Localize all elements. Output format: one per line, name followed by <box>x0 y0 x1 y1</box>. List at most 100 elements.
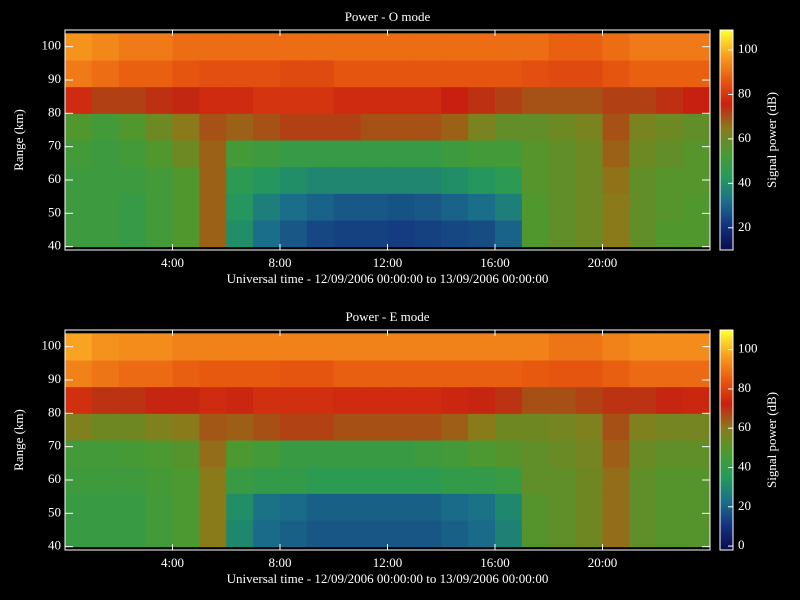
colorbar-tick-label: 80 <box>738 380 751 395</box>
heatmap-cell <box>118 33 147 61</box>
colorbar-swatch <box>720 150 733 153</box>
heatmap-cell <box>145 113 173 141</box>
y-tick-label: 50 <box>48 504 61 519</box>
heatmap-cell <box>575 86 603 114</box>
heatmap-cell <box>91 413 120 441</box>
colorbar-swatch <box>720 182 733 185</box>
heatmap-cell <box>226 360 254 388</box>
heatmap-cell <box>629 60 657 88</box>
colorbar-swatch <box>720 538 733 541</box>
heatmap-cell <box>118 220 147 248</box>
colorbar-swatch <box>720 468 733 471</box>
heatmap-cell <box>333 60 362 88</box>
heatmap-cell <box>521 86 550 114</box>
colorbar-swatch <box>720 224 733 227</box>
colorbar-swatch <box>720 474 733 477</box>
y-tick-label: 40 <box>48 238 61 253</box>
heatmap-cell <box>199 493 227 521</box>
heatmap-cell <box>468 220 496 248</box>
colorbar-swatch <box>720 62 733 65</box>
heatmap-cell <box>602 60 630 88</box>
y-tick-label: 90 <box>48 371 61 386</box>
heatmap-cell <box>683 60 711 88</box>
x-tick-label: 4:00 <box>161 255 184 270</box>
heatmap-cell <box>360 520 388 548</box>
heatmap-cell <box>656 520 684 548</box>
heatmap-cell <box>602 140 630 168</box>
colorbar-swatch <box>720 346 733 349</box>
colorbar-swatch <box>720 404 733 407</box>
heatmap-cell <box>683 493 711 521</box>
heatmap-cell <box>333 86 362 114</box>
heatmap-cell <box>65 493 93 521</box>
x-tick-label: 20:00 <box>588 555 618 570</box>
colorbar-swatch <box>720 164 733 167</box>
heatmap-cell <box>172 86 200 114</box>
heatmap-cell <box>145 386 173 414</box>
colorbar-swatch <box>720 158 733 161</box>
heatmap-cell <box>683 360 711 388</box>
colorbar-swatch <box>720 188 733 191</box>
colorbar-swatch <box>720 378 733 381</box>
heatmap-cell <box>253 193 281 221</box>
colorbar-swatch <box>720 424 733 427</box>
heatmap-cell <box>495 193 523 221</box>
colorbar-swatch <box>720 96 733 99</box>
heatmap-cell <box>145 520 173 548</box>
heatmap-cell <box>226 440 254 468</box>
heatmap-cell <box>199 33 227 61</box>
heatmap-cell <box>333 360 362 388</box>
heatmap-cell <box>253 466 281 494</box>
colorbar-swatch <box>720 192 733 195</box>
colorbar-swatch <box>720 440 733 443</box>
colorbar-swatch <box>720 460 733 463</box>
colorbar-swatch <box>720 190 733 193</box>
heatmap-cell <box>226 413 254 441</box>
heatmap-cell <box>226 386 254 414</box>
heatmap-cell <box>360 166 388 194</box>
heatmap-cell <box>468 193 496 221</box>
heatmap-cell <box>521 220 550 248</box>
colorbar-swatch <box>720 490 733 493</box>
heatmap-cell <box>226 86 254 114</box>
heatmap-cell <box>441 193 469 221</box>
colorbar-swatch <box>720 236 733 239</box>
heatmap-cell <box>656 193 684 221</box>
heatmap-cell <box>253 86 281 114</box>
heatmap-cell <box>414 386 442 414</box>
heatmap-cell <box>387 33 415 61</box>
heatmap-cell <box>441 440 469 468</box>
colorbar-swatch <box>720 140 733 143</box>
heatmap-cell <box>548 140 577 168</box>
heatmap-cell <box>306 466 335 494</box>
colorbar-swatch <box>720 338 733 341</box>
heatmap-cell <box>306 520 335 548</box>
heatmap-cell <box>360 440 388 468</box>
heatmap-cell <box>280 440 308 468</box>
heatmap-cell <box>145 493 173 521</box>
heatmap-cell <box>199 140 227 168</box>
heatmap-cell <box>495 60 523 88</box>
heatmap-cell <box>495 520 523 548</box>
colorbar-swatch <box>720 400 733 403</box>
heatmap-cell <box>333 386 362 414</box>
heatmap-cell <box>414 220 442 248</box>
colorbar-swatch <box>720 82 733 85</box>
colorbar-swatch <box>720 484 733 487</box>
colorbar-swatch <box>720 532 733 535</box>
colorbar-swatch <box>720 384 733 387</box>
colorbar-swatch <box>720 444 733 447</box>
colorbar-swatch <box>720 456 733 459</box>
heatmap-cell <box>91 140 120 168</box>
heatmap-cell <box>145 413 173 441</box>
heatmap-cell <box>306 360 335 388</box>
colorbar-swatch <box>720 30 733 33</box>
heatmap-cell <box>575 220 603 248</box>
heatmap-cell <box>65 360 93 388</box>
heatmap-cell <box>414 113 442 141</box>
colorbar-swatch <box>720 36 733 39</box>
heatmap-cell <box>441 166 469 194</box>
heatmap-cell <box>387 113 415 141</box>
heatmap-cell <box>468 360 496 388</box>
heatmap-cell <box>280 466 308 494</box>
